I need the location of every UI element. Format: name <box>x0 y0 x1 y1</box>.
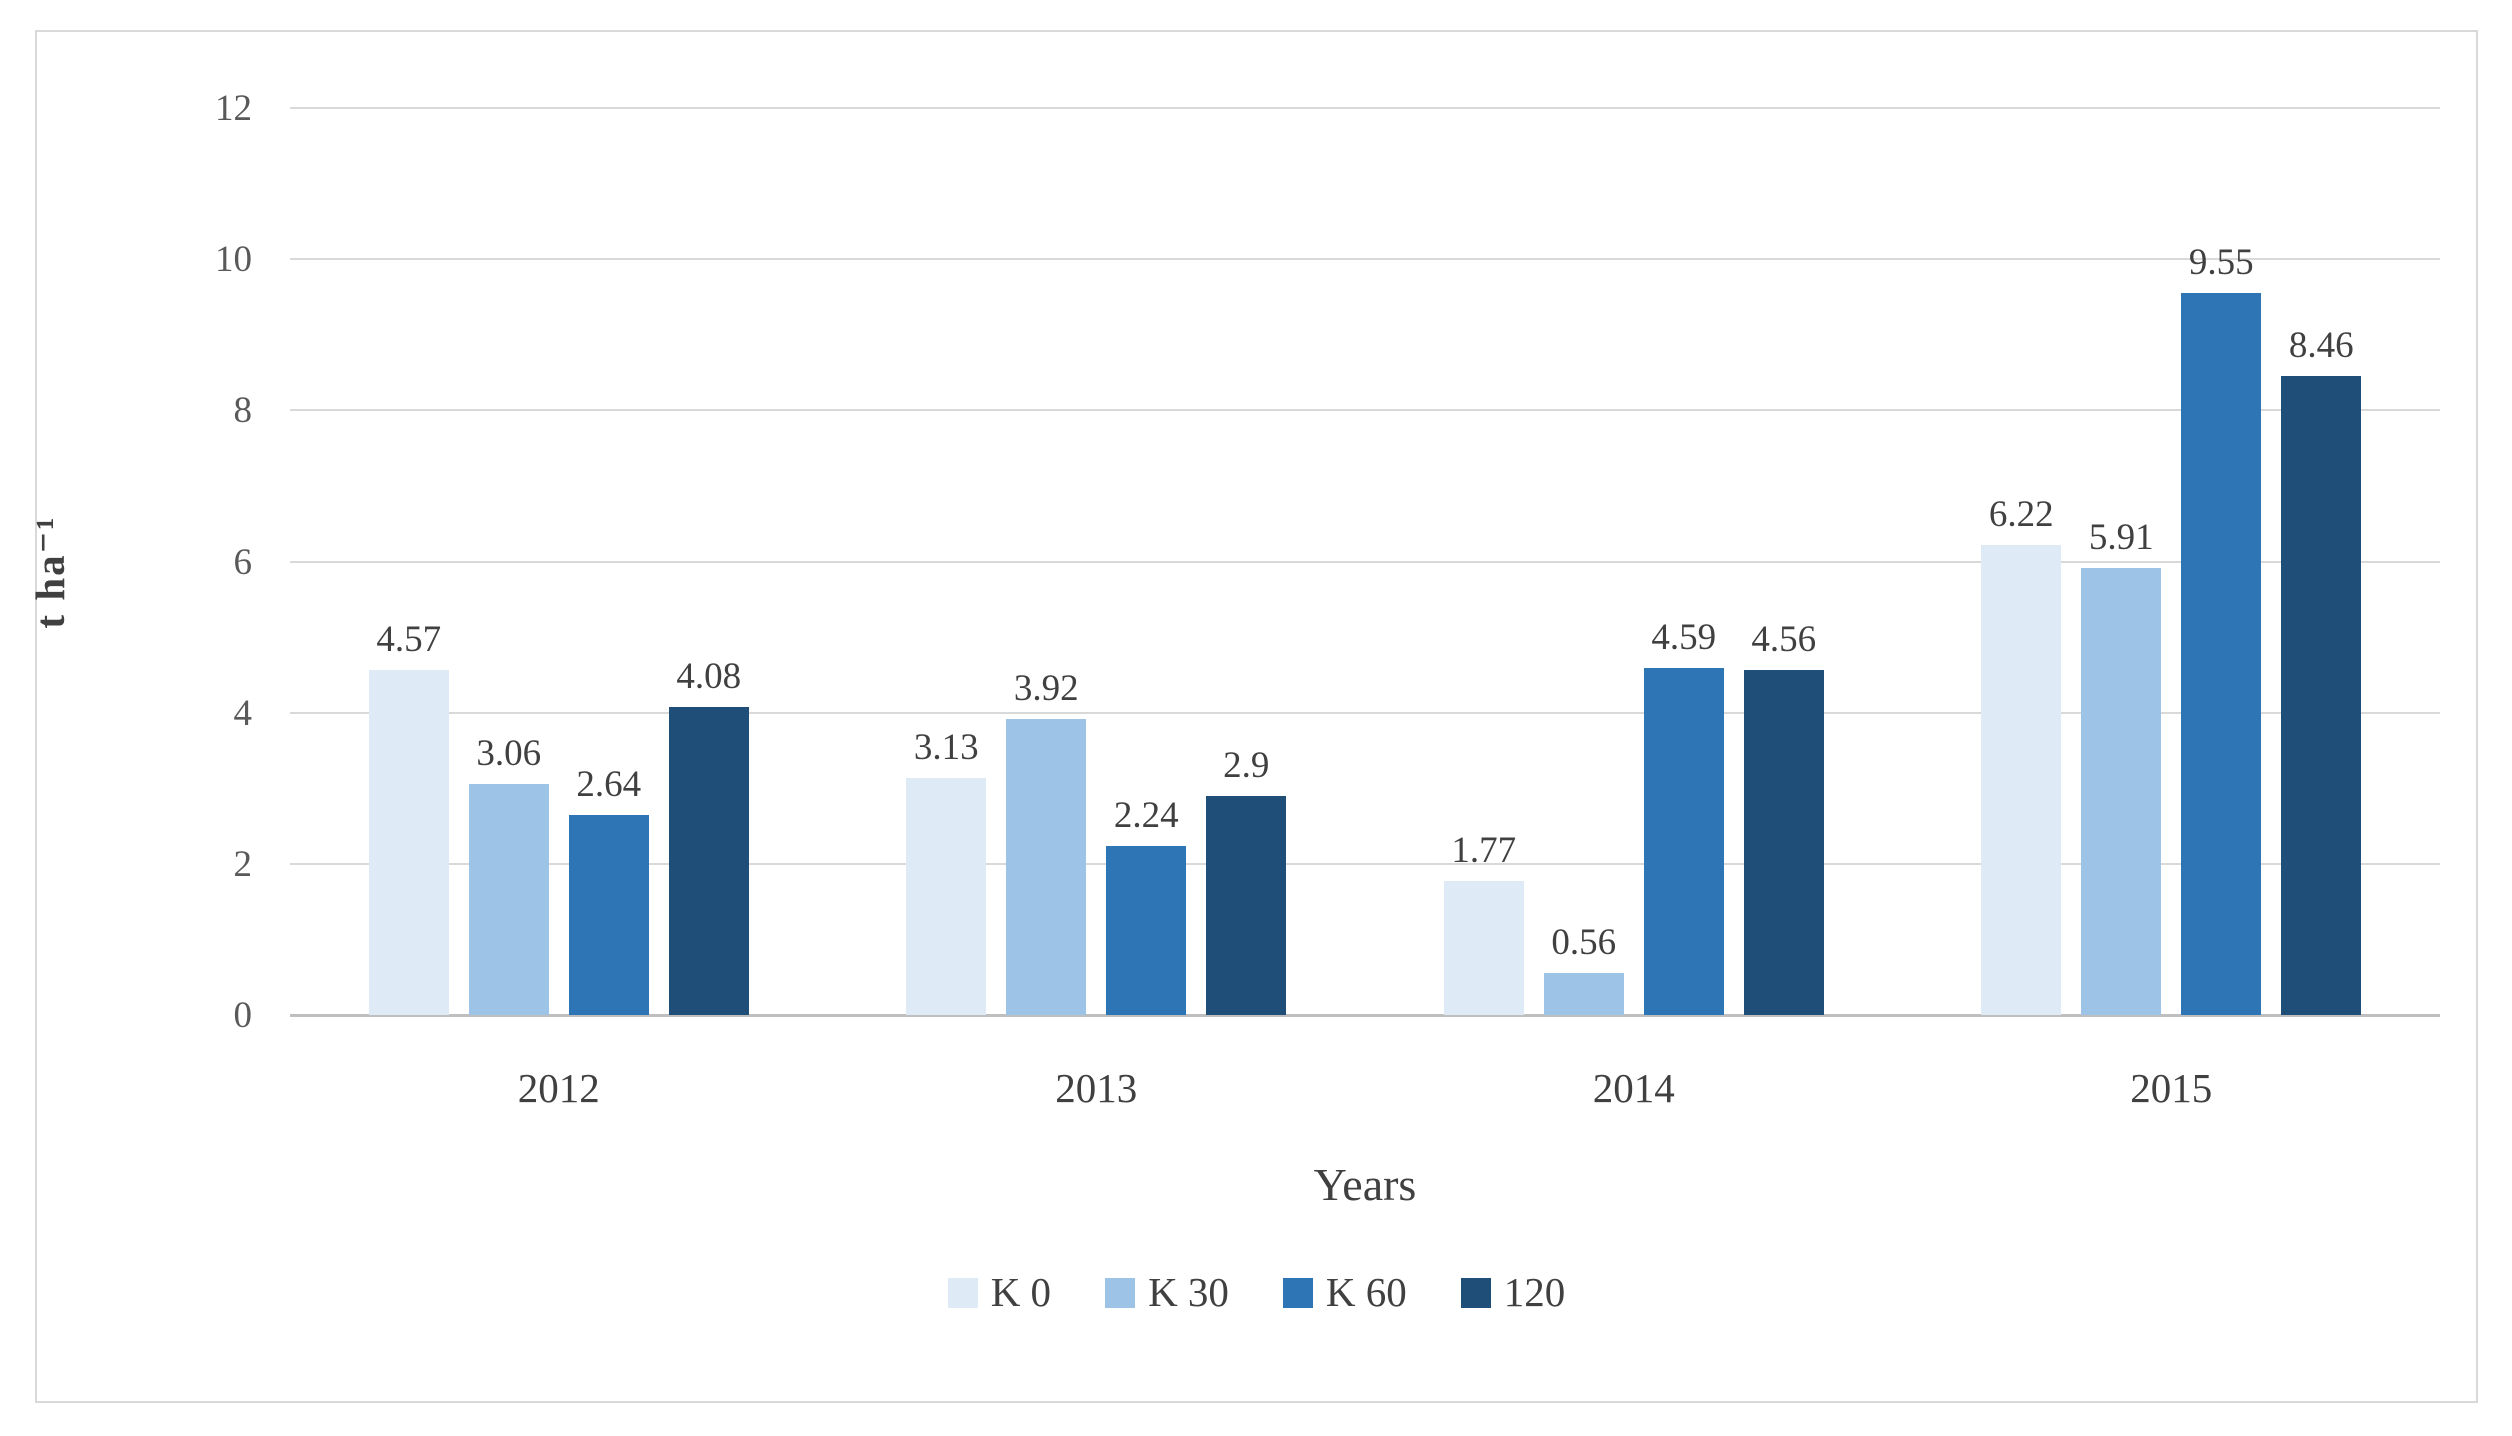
y-tick-label: 10 <box>215 239 252 281</box>
bar-2014-K30 <box>1543 972 1624 1015</box>
legend-item-K0: K 0 <box>947 1269 1052 1315</box>
bar-2012-K0 <box>368 669 449 1015</box>
gridline-4 <box>290 711 2440 714</box>
bar-2014-K60 <box>1643 668 1724 1015</box>
bar-value-label: 4.08 <box>676 655 742 697</box>
legend-swatch <box>947 1277 978 1308</box>
gridline-10 <box>290 258 2440 261</box>
legend-item-K60: K 60 <box>1282 1269 1407 1315</box>
legend-label: K 30 <box>1148 1269 1229 1315</box>
gridline-2 <box>290 862 2440 865</box>
bar-2015-K0 <box>1981 544 2062 1015</box>
bar-2012-120 <box>668 706 749 1015</box>
y-tick-label: 2 <box>233 843 253 885</box>
gridline-12 <box>290 107 2440 109</box>
gridline-0 <box>290 1014 2440 1017</box>
bar-2013-K30 <box>1006 718 1087 1015</box>
bar-value-label: 1.77 <box>1451 830 1517 872</box>
legend-label: 120 <box>1503 1269 1566 1315</box>
bar-2014-120 <box>1743 670 1824 1015</box>
bar-2014-K0 <box>1443 881 1524 1015</box>
bar-2015-K30 <box>2081 568 2162 1015</box>
x-tick-label: 2015 <box>2130 1065 2213 1111</box>
y-tick-label: 8 <box>233 390 253 432</box>
bar-value-label: 0.56 <box>1551 921 1617 963</box>
bar-value-label: 8.46 <box>2288 324 2354 366</box>
bar-value-label: 3.13 <box>913 727 979 769</box>
bar-value-label: 4.56 <box>1751 619 1817 661</box>
bar-2012-K60 <box>568 815 649 1015</box>
x-tick-label: 2014 <box>1592 1065 1675 1111</box>
x-tick-label: 2013 <box>1055 1065 1138 1111</box>
legend-item-120: 120 <box>1460 1269 1566 1315</box>
plot-area: 4.57 3.06 2.64 4.08 3.13 3.92 2.24 2.9 1.77 0.56 4… <box>290 107 2440 1017</box>
bar-2015-120 <box>2281 375 2362 1015</box>
bar-value-label: 2.9 <box>1223 744 1270 786</box>
legend-swatch <box>1460 1277 1491 1308</box>
y-tick-label: 0 <box>233 995 253 1036</box>
bar-value-label: 3.06 <box>476 732 542 774</box>
bar-2013-K60 <box>1106 845 1187 1015</box>
legend-label: K 60 <box>1325 1269 1407 1315</box>
bar-value-label: 4.59 <box>1651 617 1717 659</box>
bar-2015-K60 <box>2181 293 2262 1015</box>
bar-value-label: 2.24 <box>1113 794 1179 836</box>
legend-swatch <box>1282 1277 1313 1308</box>
bar-value-label: 6.22 <box>1988 493 2054 535</box>
y-tick-label: 12 <box>215 88 252 129</box>
bar-2013-K0 <box>906 778 987 1015</box>
bar-value-label: 2.64 <box>576 764 642 806</box>
x-axis-title: Years <box>1313 1159 1417 1210</box>
legend-item-K30: K 30 <box>1105 1272 1229 1313</box>
gridline-6 <box>290 560 2440 563</box>
bar-value-label: 9.55 <box>2188 242 2254 284</box>
legend-label: K 0 <box>990 1269 1052 1315</box>
gridline-8 <box>290 409 2440 412</box>
bar-2012-K30 <box>468 783 549 1015</box>
bar-2013-120 <box>1206 795 1287 1015</box>
y-tick-label: 6 <box>233 541 253 583</box>
y-tick-label: 4 <box>233 692 253 734</box>
bar-value-label: 5.91 <box>2088 517 2154 559</box>
bar-value-label: 4.57 <box>376 618 442 660</box>
legend-swatch <box>1105 1277 1136 1308</box>
bar-value-label: 3.92 <box>1013 667 1079 709</box>
x-tick-label: 2012 <box>517 1065 600 1111</box>
chart-legend: K 0 K 30 K 60 120 <box>35 1272 2478 1313</box>
